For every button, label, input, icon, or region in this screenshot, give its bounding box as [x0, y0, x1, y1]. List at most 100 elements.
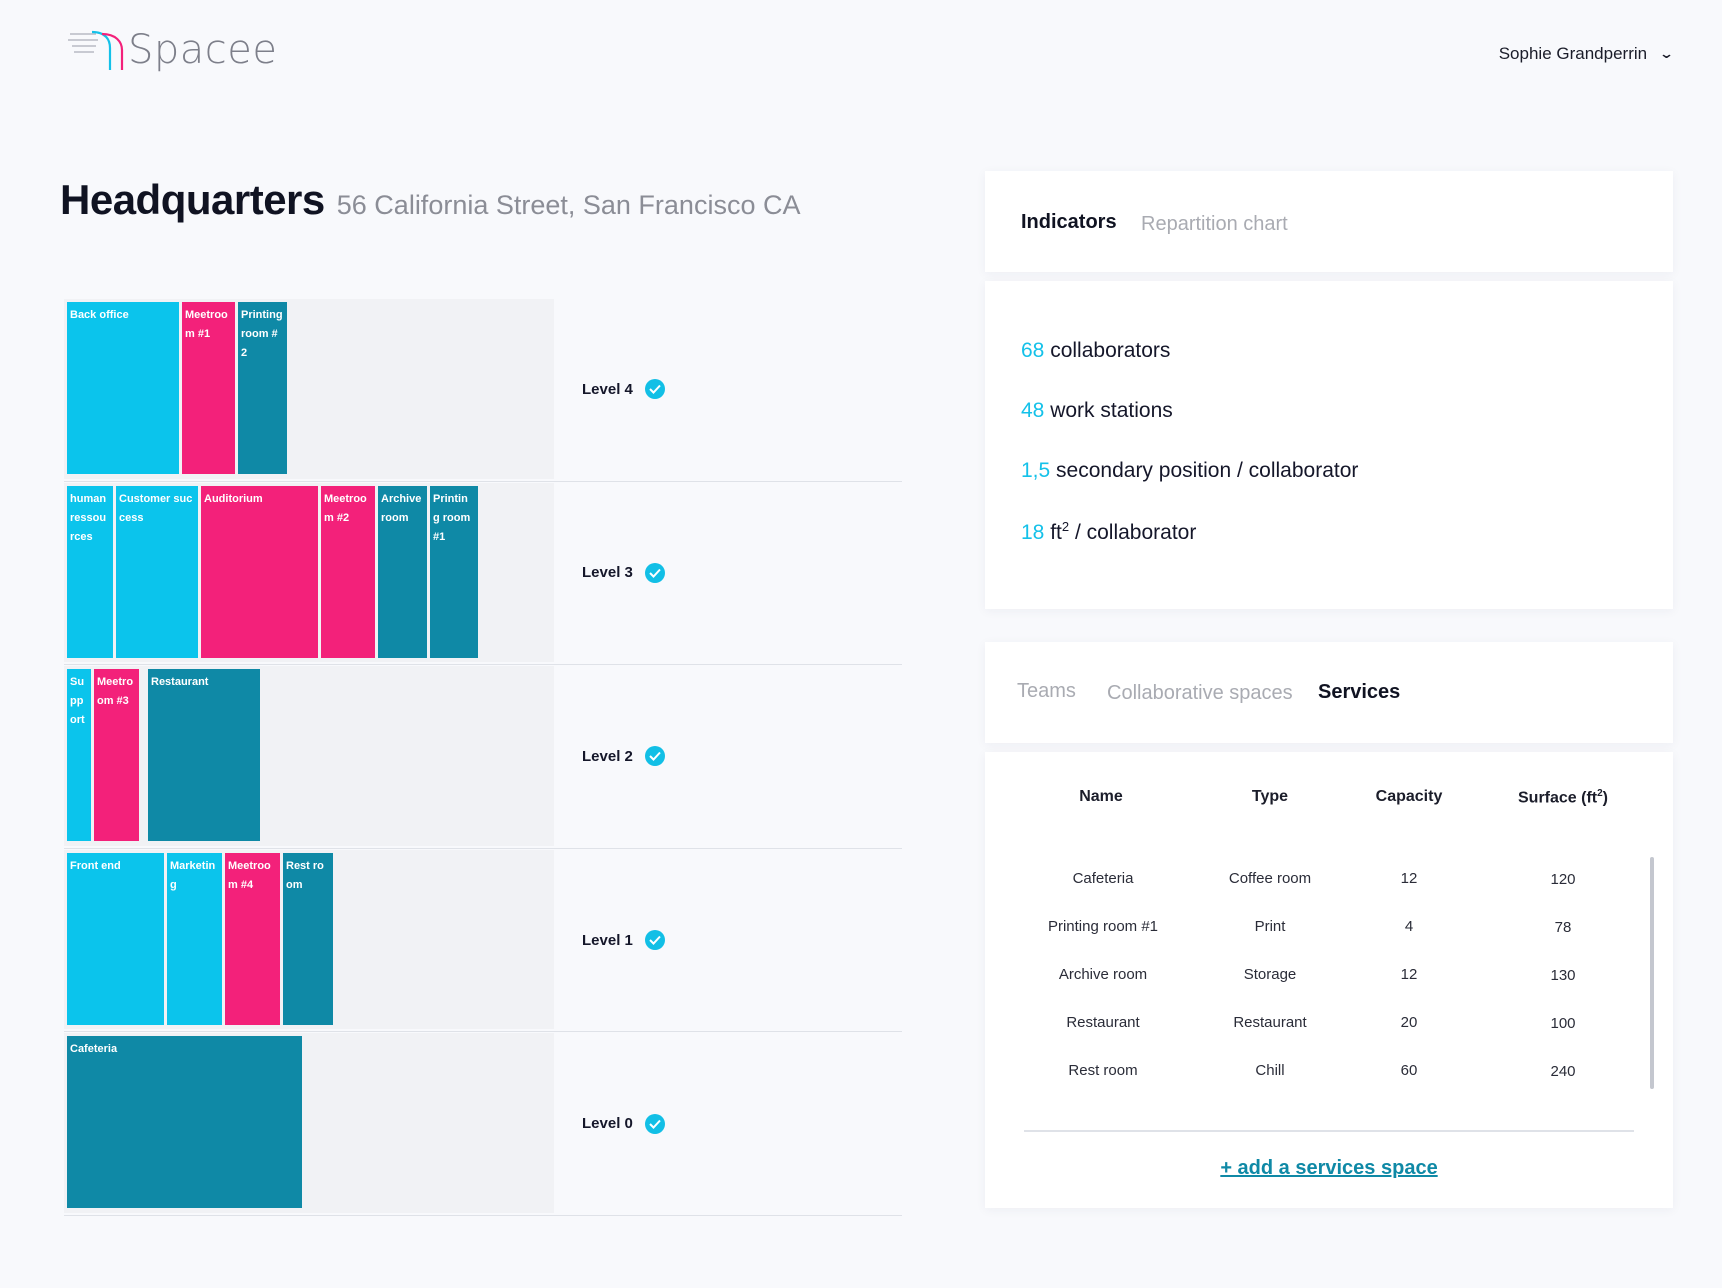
cell-type: Storage — [1243, 966, 1297, 983]
level-label[interactable]: Level 4 — [582, 379, 665, 400]
floor-level-3: human ressources Customer success Audito… — [64, 482, 902, 666]
building-name: Headquarters — [60, 176, 325, 223]
indicator-collaborators: 68 collaborators — [1021, 339, 1170, 363]
room-cafeteria[interactable]: Cafeteria — [67, 1036, 302, 1209]
indicator-unit-sup: 2 — [1061, 519, 1070, 534]
level-name: Level 4 — [582, 380, 633, 398]
room-rest-room[interactable]: Rest room — [283, 852, 333, 1025]
indicator-value: 68 — [1021, 339, 1045, 362]
cell-type: Chill — [1255, 1062, 1285, 1079]
indicator-surface-per-collaborator: 18 ft2 / collaborator — [1021, 519, 1196, 545]
column-header-name: Name — [1079, 788, 1123, 805]
user-name: Sophie Grandperrin — [1498, 44, 1648, 63]
indicator-secondary-position: 1,5 secondary position / collaborator — [1021, 459, 1358, 483]
check-icon — [644, 1113, 665, 1134]
indicator-work-stations: 48 work stations — [1021, 399, 1173, 423]
level-name: Level 1 — [582, 931, 633, 949]
check-icon — [644, 562, 665, 583]
indicator-value: 48 — [1021, 399, 1045, 422]
room-meetroom-3[interactable]: Meetroom #3 — [94, 669, 139, 842]
cell-type: Restaurant — [1233, 1014, 1307, 1031]
level-label[interactable]: Level 1 — [582, 930, 665, 951]
room-back-office[interactable]: Back office — [67, 302, 179, 474]
tab-repartition-chart[interactable]: Repartition chart — [1141, 213, 1288, 235]
room-customer-success[interactable]: Customer success — [116, 485, 198, 658]
check-icon — [644, 746, 665, 767]
cell-type: Coffee room — [1228, 870, 1312, 887]
room-auditorium[interactable]: Auditorium — [201, 485, 318, 658]
check-icon — [644, 930, 665, 951]
indicator-label: secondary position / collaborator — [1056, 459, 1359, 482]
floor-plan: Front end Marketing Meetroom #4 Rest roo… — [64, 849, 554, 1030]
space-type-tabs: Teams Collaborative spaces Services — [985, 642, 1673, 743]
building-address: 56 California Street, San Francisco CA — [336, 190, 801, 220]
indicator-value: 18 — [1021, 521, 1045, 544]
tab-indicators[interactable]: Indicators — [1021, 211, 1117, 233]
table-scrollbar[interactable] — [1650, 857, 1654, 1089]
indicator-unit: ft — [1050, 521, 1062, 544]
tab-services[interactable]: Services — [1318, 681, 1401, 703]
floor-plan: Back office Meetroom #1 Printing room #2 — [64, 299, 554, 479]
level-name: Level 2 — [582, 747, 633, 765]
floor-plan: human ressources Customer success Audito… — [64, 482, 554, 663]
room-front-end[interactable]: Front end — [67, 852, 164, 1025]
spacee-logo[interactable]: Spacee — [66, 26, 278, 74]
floor-plan: Support Meetroom #3 Restaurant — [64, 666, 554, 846]
level-name: Level 3 — [582, 564, 633, 582]
floor-level-1: Front end Marketing Meetroom #4 Rest roo… — [64, 849, 902, 1033]
column-header-surface: Surface (ft2) — [1517, 788, 1609, 807]
column-header-type: Type — [1251, 788, 1289, 805]
room-meetroom-4[interactable]: Meetroom #4 — [225, 852, 280, 1025]
check-icon — [644, 379, 665, 400]
floor-level-4: Back office Meetroom #1 Printing room #2… — [64, 298, 902, 482]
room-printing-room-2[interactable]: Printing room #2 — [238, 302, 287, 474]
cell-capacity: 12 — [1400, 966, 1418, 983]
logo-text: Spacee — [128, 27, 278, 73]
user-menu[interactable]: Sophie Grandperrin ⌄ — [1498, 44, 1675, 64]
cell-type: Print — [1254, 918, 1286, 935]
indicator-tabs: Indicators Repartition chart — [985, 171, 1673, 272]
room-printing-room-1[interactable]: Printing room #1 — [430, 485, 478, 658]
cell-surface: 240 — [1550, 1063, 1576, 1080]
floor-level-0: Cafeteria Level 0 — [64, 1032, 902, 1216]
cell-surface: 120 — [1550, 871, 1576, 888]
room-human-ressources[interactable]: human ressources — [67, 485, 113, 658]
chevron-down-icon: ⌄ — [1658, 46, 1675, 61]
level-name: Level 0 — [582, 1115, 633, 1133]
tab-teams[interactable]: Teams — [1017, 680, 1076, 702]
cell-surface: 130 — [1550, 967, 1576, 984]
cell-capacity: 60 — [1400, 1062, 1418, 1079]
cell-name[interactable]: Restaurant — [1066, 1014, 1140, 1031]
add-services-space-link[interactable]: + add a services space — [1220, 1157, 1438, 1179]
floor-stack: Back office Meetroom #1 Printing room #2… — [64, 298, 902, 1216]
indicator-value: 1,5 — [1021, 459, 1051, 482]
logo-wings-icon — [68, 30, 124, 70]
indicators-panel: 68 collaborators 48 work stations 1,5 se… — [985, 281, 1673, 609]
services-table: Name Type Capacity Surface (ft2) Cafeter… — [985, 752, 1673, 1208]
cell-surface: 100 — [1550, 1015, 1576, 1032]
cell-name[interactable]: Cafeteria — [1072, 870, 1134, 887]
room-marketing[interactable]: Marketing — [167, 852, 222, 1025]
cell-name[interactable]: Printing room #1 — [1047, 918, 1159, 935]
cell-name[interactable]: Rest room — [1068, 1062, 1138, 1079]
tab-collaborative-spaces[interactable]: Collaborative spaces — [1107, 682, 1293, 704]
room-archive-room[interactable]: Archive room — [378, 485, 427, 658]
column-header-capacity: Capacity — [1375, 788, 1443, 805]
room-meetroom-2[interactable]: Meetroom #2 — [321, 485, 375, 658]
cell-name[interactable]: Archive room — [1058, 966, 1148, 983]
indicator-label: / collaborator — [1074, 521, 1197, 544]
cell-surface: 78 — [1554, 919, 1572, 936]
level-label[interactable]: Level 0 — [582, 1113, 665, 1134]
cell-capacity: 4 — [1404, 918, 1414, 935]
table-divider — [1024, 1130, 1634, 1132]
indicator-label: collaborators — [1050, 339, 1171, 362]
cell-capacity: 20 — [1400, 1014, 1418, 1031]
indicator-label: work stations — [1050, 399, 1173, 422]
cell-capacity: 12 — [1400, 870, 1418, 887]
level-label[interactable]: Level 2 — [582, 746, 665, 767]
level-label[interactable]: Level 3 — [582, 562, 665, 583]
room-support[interactable]: Support — [67, 669, 91, 842]
room-restaurant[interactable]: Restaurant — [148, 669, 260, 842]
room-meetroom-1[interactable]: Meetroom #1 — [182, 302, 235, 474]
page-title: Headquarters 56 California Street, San F… — [60, 176, 800, 224]
